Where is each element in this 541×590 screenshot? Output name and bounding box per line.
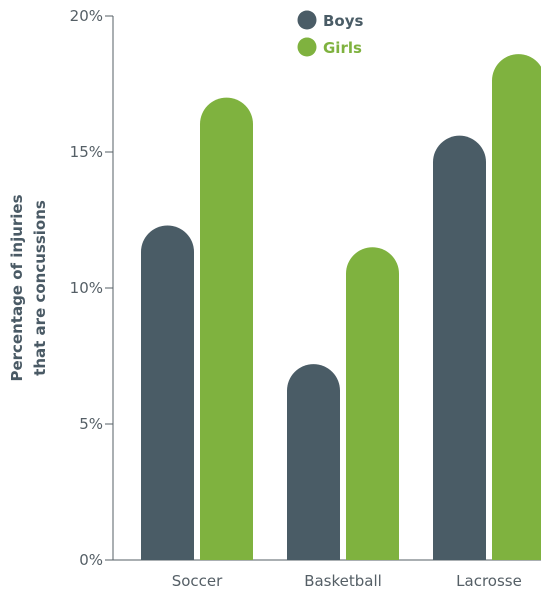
bar-girls-soccer (200, 97, 253, 560)
legend-swatch-girls (297, 37, 317, 57)
x-tick-label: Basketball (304, 572, 382, 590)
y-tick-label: 0% (79, 551, 103, 569)
y-tick-label: 15% (70, 143, 103, 161)
bars: Soccer Basketball Lacrosse (141, 54, 541, 590)
y-tick-label: 5% (79, 415, 103, 433)
legend-label-girls: Girls (323, 39, 362, 57)
y-tick-label: 20% (70, 7, 103, 25)
bar-girls-lacrosse (492, 54, 541, 560)
y-axis-label-line-1: Percentage of injuries (8, 194, 26, 381)
legend-label-boys: Boys (323, 12, 364, 30)
x-tick-label: Lacrosse (456, 572, 522, 590)
bar-girls-basketball (346, 247, 399, 560)
bar-boys-lacrosse (433, 135, 486, 560)
legend: Boys Girls (297, 10, 364, 57)
legend-swatch-boys (297, 10, 317, 30)
y-axis-label: Percentage of injuries that are concussi… (8, 194, 49, 381)
y-tick-label: 10% (70, 279, 103, 297)
bar-boys-basketball (287, 364, 340, 560)
bar-boys-soccer (141, 225, 194, 560)
y-axis-label-line-2: that are concussions (31, 200, 49, 376)
x-tick-label: Soccer (172, 572, 223, 590)
